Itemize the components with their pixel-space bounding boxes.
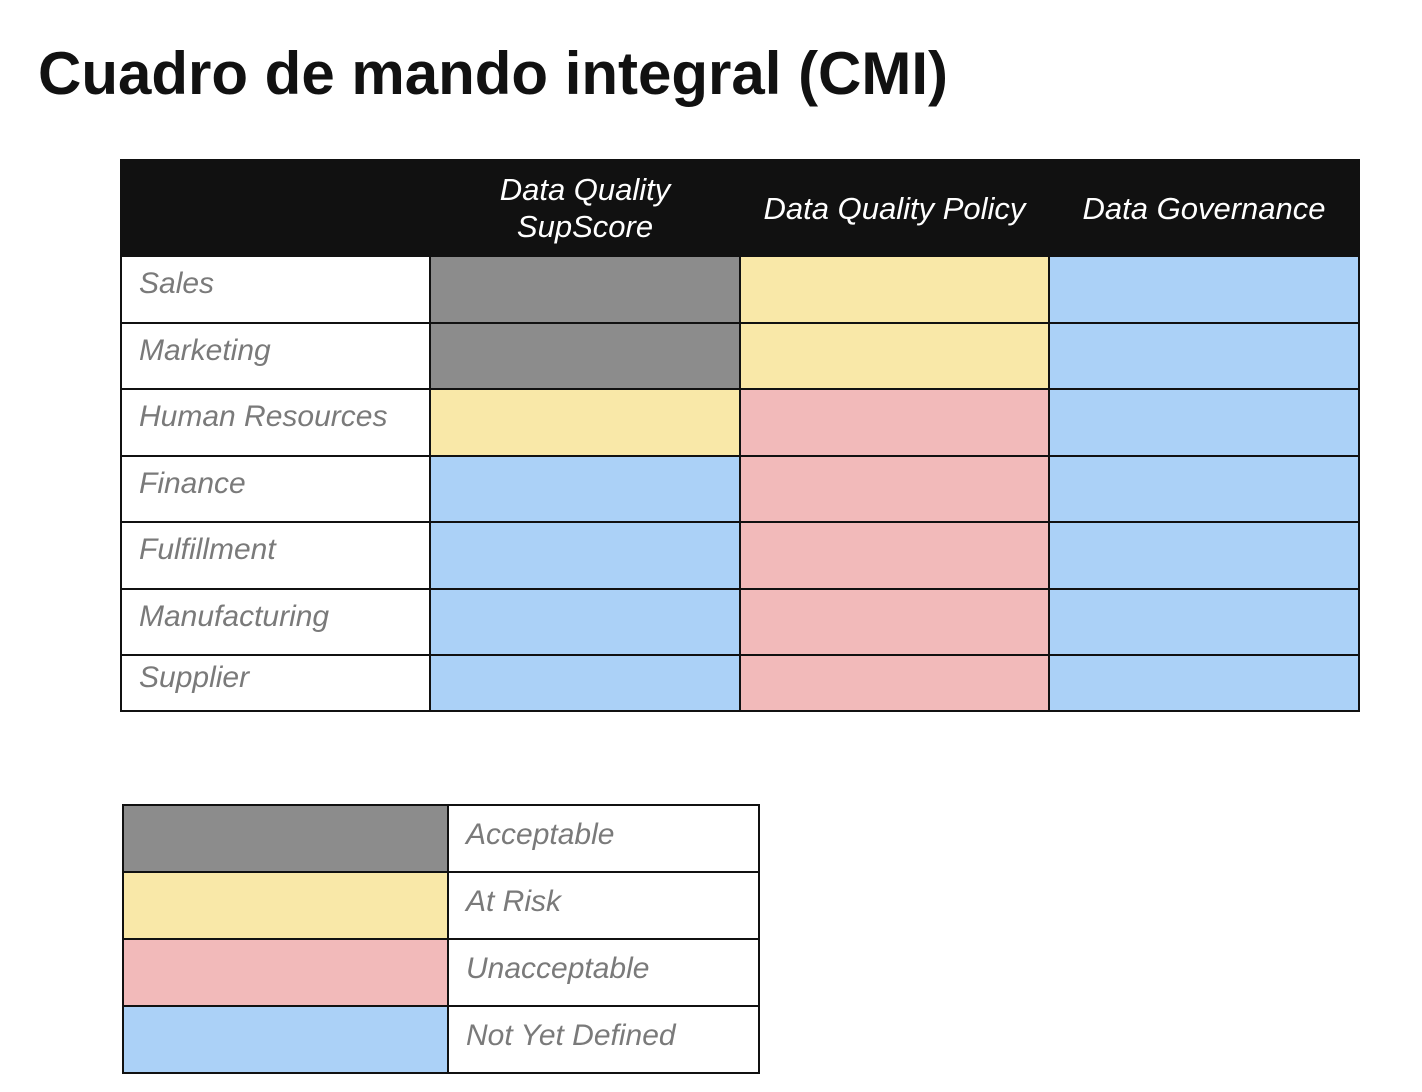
table-row: Sales xyxy=(120,255,1360,324)
status-cell xyxy=(429,321,741,390)
status-cell xyxy=(1048,654,1360,712)
status-legend-table: Acceptable At Risk Unacceptable Not Yet … xyxy=(122,804,760,1074)
legend-row: Not Yet Defined xyxy=(122,1005,760,1074)
row-label-manufacturing: Manufacturing xyxy=(120,587,431,656)
legend-row: Unacceptable xyxy=(122,938,760,1007)
status-cell xyxy=(1048,454,1360,523)
status-cell xyxy=(739,321,1050,390)
legend-swatch-unacceptable xyxy=(122,938,449,1007)
legend-row: At Risk xyxy=(122,871,760,940)
status-cell xyxy=(429,255,741,324)
scorecard-corner-cell xyxy=(120,159,431,257)
status-cell xyxy=(739,587,1050,656)
status-cell xyxy=(739,521,1050,590)
row-label-sales: Sales xyxy=(120,255,431,324)
row-label-finance: Finance xyxy=(120,454,431,523)
row-label-fulfillment: Fulfillment xyxy=(120,521,431,590)
status-cell xyxy=(739,654,1050,712)
legend-swatch-at-risk xyxy=(122,871,449,940)
column-header-data-governance: Data Governance xyxy=(1048,159,1360,257)
row-label-human-resources: Human Resources xyxy=(120,388,431,457)
column-header-line: Data Quality xyxy=(499,172,671,207)
table-row: Finance xyxy=(120,454,1360,523)
page-title: Cuadro de mando integral (CMI) xyxy=(38,40,949,107)
table-row: Fulfillment xyxy=(120,521,1360,590)
legend-label-not-yet-defined: Not Yet Defined xyxy=(447,1005,760,1074)
column-header-line: Data Governance xyxy=(1082,190,1326,226)
legend-label-at-risk: At Risk xyxy=(447,871,760,940)
column-header-data-quality-supscore: Data Quality SupScore xyxy=(429,159,741,257)
column-header-line: Data Quality Policy xyxy=(763,190,1026,226)
table-row: Manufacturing xyxy=(120,587,1360,656)
status-cell xyxy=(1048,388,1360,457)
status-cell xyxy=(1048,521,1360,590)
status-cell xyxy=(739,454,1050,523)
row-label-supplier: Supplier xyxy=(120,654,431,712)
column-header-data-quality-policy: Data Quality Policy xyxy=(739,159,1050,257)
legend-swatch-acceptable xyxy=(122,804,449,873)
legend-label-unacceptable: Unacceptable xyxy=(447,938,760,1007)
legend-row: Acceptable xyxy=(122,804,760,873)
status-cell xyxy=(739,388,1050,457)
legend-label-acceptable: Acceptable xyxy=(447,804,760,873)
status-cell xyxy=(429,454,741,523)
table-row: Supplier xyxy=(120,654,1360,712)
status-cell xyxy=(429,521,741,590)
status-cell xyxy=(739,255,1050,324)
legend-swatch-not-yet-defined xyxy=(122,1005,449,1074)
column-header-line: SupScore xyxy=(516,209,654,244)
table-row: Human Resources xyxy=(120,388,1360,457)
status-cell xyxy=(429,654,741,712)
status-cell xyxy=(429,388,741,457)
status-cell xyxy=(1048,587,1360,656)
scorecard-header-row: Data Quality SupScore Data Quality Polic… xyxy=(120,159,1360,257)
table-row: Marketing xyxy=(120,321,1360,390)
status-cell xyxy=(1048,321,1360,390)
balanced-scorecard-table: Data Quality SupScore Data Quality Polic… xyxy=(120,159,1360,712)
status-cell xyxy=(429,587,741,656)
row-label-marketing: Marketing xyxy=(120,321,431,390)
status-cell xyxy=(1048,255,1360,324)
